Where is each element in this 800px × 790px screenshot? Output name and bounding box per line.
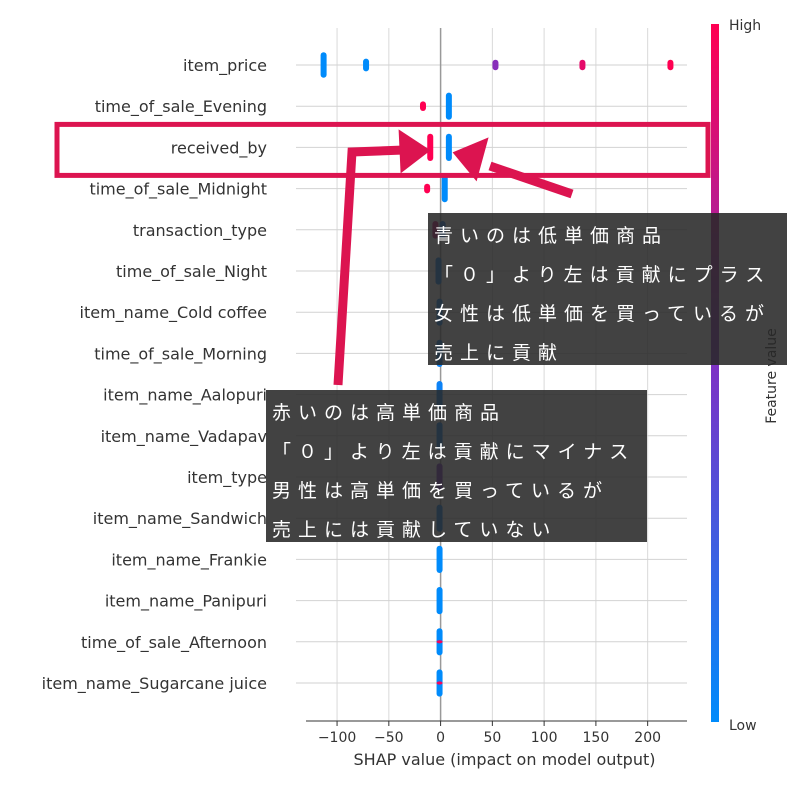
x-tick-label: 0: [436, 730, 445, 746]
arrow-blue-head: [452, 137, 489, 182]
x-tick-label: −50: [374, 730, 404, 746]
x-axis-title: SHAP value (impact on model output): [354, 750, 656, 769]
feature-label: item_name_Frankie: [111, 550, 267, 570]
x-tick-label: 100: [531, 730, 558, 746]
x-tick-label: 200: [634, 730, 661, 746]
feature-label: item_name_Sugarcane juice: [42, 674, 267, 694]
feature-label: item_price: [183, 56, 267, 76]
data-point: [445, 133, 452, 161]
note-blue-line: 「０」より左は貢献にプラス: [434, 264, 772, 286]
data-point: [441, 175, 448, 203]
note-red-line: 「０」より左は貢献にマイナス: [272, 441, 636, 463]
data-point: [424, 183, 431, 194]
x-tick-label: 50: [483, 730, 501, 746]
colorbar-low-label: Low: [729, 718, 757, 734]
data-point: [419, 101, 426, 111]
feature-label: time_of_sale_Morning: [94, 344, 267, 364]
feature-labels: item_price time_of_sale_Evening received_b…: [42, 56, 267, 694]
feature-label: item_name_Aalopuri: [103, 386, 267, 406]
feature-label: item_name_Vadapav: [101, 427, 267, 447]
data-point: [492, 59, 499, 71]
note-red-line: 赤いのは高単価商品: [272, 402, 507, 424]
highlight-box: [54, 121, 711, 178]
arrow-red-shaft: [333, 145, 405, 386]
feature-label: transaction_type: [133, 221, 267, 241]
arrow-blue-shaft: [488, 161, 574, 199]
feature-label: item_name_Panipuri: [105, 592, 267, 612]
feature-label: item_type: [187, 468, 267, 488]
colorbar-gradient: [711, 24, 719, 722]
note-red-line: 男性は高単価を買っているが: [272, 480, 610, 502]
feature-label: time_of_sale_Afternoon: [81, 633, 267, 653]
feature-label: time_of_sale_Evening: [95, 97, 267, 117]
data-point: [320, 52, 327, 78]
note-red-box: 赤いのは高単価商品 「０」より左は貢献にマイナス 男性は高単価を買っているが 売…: [266, 390, 647, 542]
x-axis: −100 −50 0 50 100 150 200 SHAP value (impact on…: [306, 720, 687, 769]
data-point: [579, 59, 586, 71]
note-blue-line: 売上に貢献: [434, 342, 565, 364]
colorbar-high-label: High: [729, 18, 761, 34]
note-red-line: 売上には貢献していない: [272, 519, 558, 541]
x-tick-label: 150: [583, 730, 610, 746]
feature-label: item_name_Cold coffee: [80, 303, 267, 323]
feature-label: received_by: [171, 138, 267, 158]
feature-label: time_of_sale_Night: [116, 262, 267, 282]
annotation-arrows: [54, 121, 711, 386]
data-point: [363, 58, 370, 72]
data-point: [427, 133, 434, 161]
feature-label: item_name_Sandwich: [93, 509, 267, 529]
data-point: [445, 92, 452, 120]
data-point: [436, 587, 443, 615]
data-point: [436, 640, 443, 644]
data-point: [436, 681, 443, 685]
data-point: [667, 59, 674, 71]
note-blue-line: 青いのは低単価商品: [434, 225, 669, 247]
arrow-red-head: [398, 129, 431, 174]
grid-lines: [296, 28, 687, 721]
note-blue-line: 女性は低単価を買っているが: [434, 303, 772, 325]
note-blue-box: 青いのは低単価商品 「０」より左は貢献にプラス 女性は低単価を買っているが 売上…: [428, 213, 787, 365]
x-tick-label: −100: [318, 730, 356, 746]
data-point: [436, 545, 443, 573]
feature-label: time_of_sale_Midnight: [89, 180, 267, 200]
